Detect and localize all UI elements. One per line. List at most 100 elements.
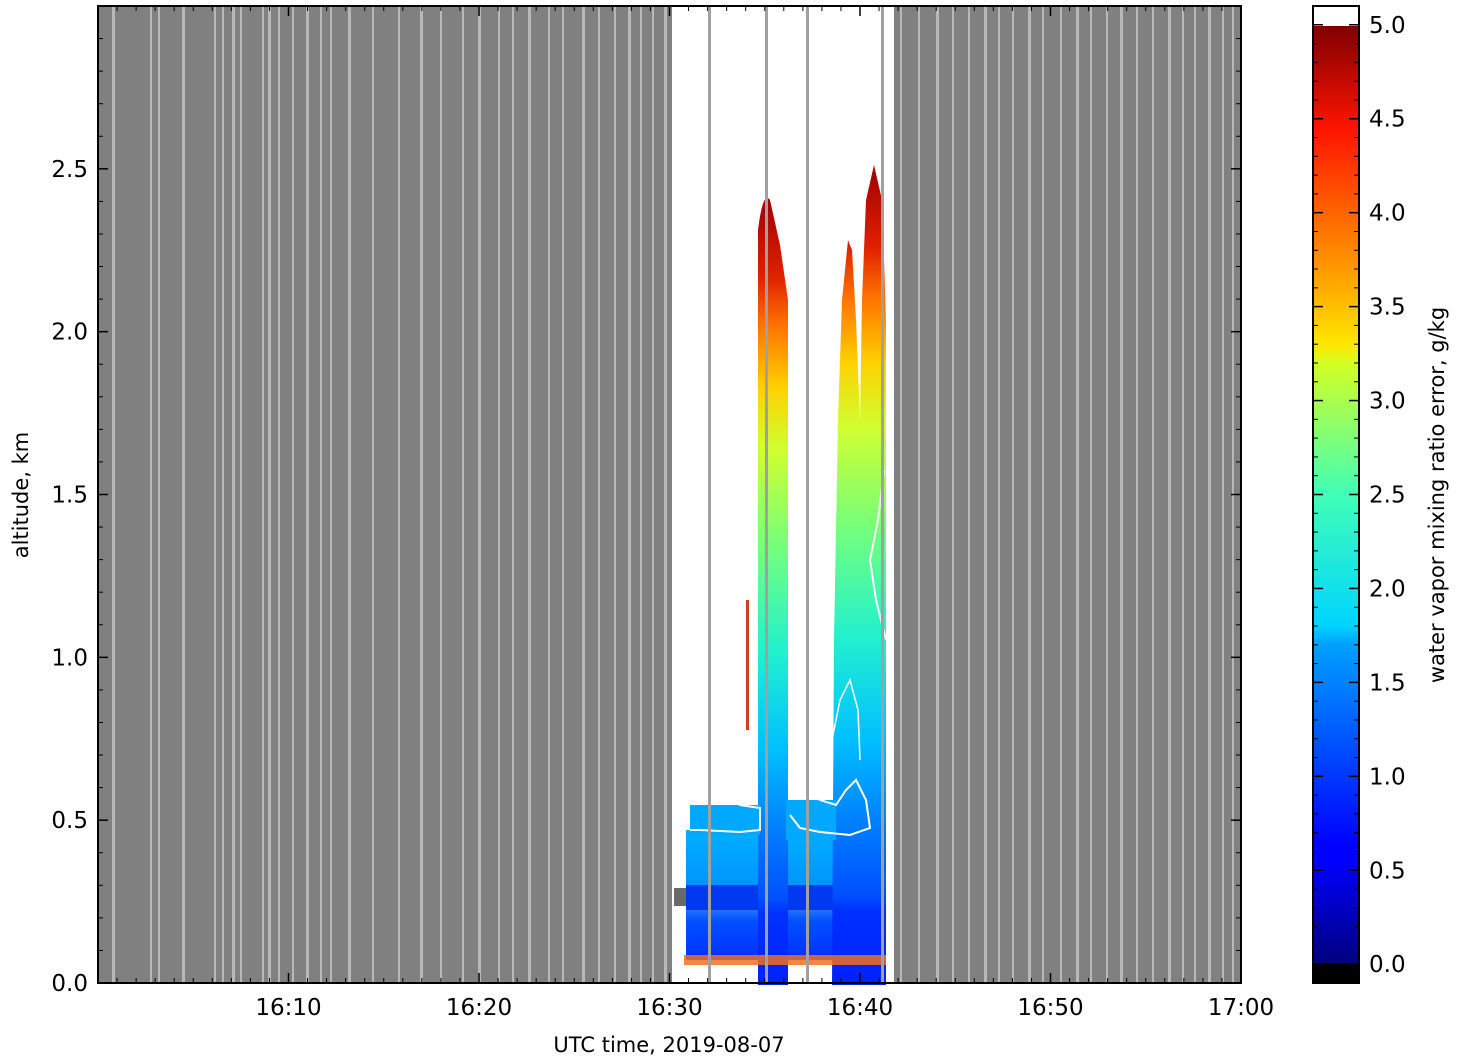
x-tick-label: 16:10 — [255, 995, 321, 1021]
y-tick-label: 2.5 — [51, 157, 88, 183]
contour-inner — [831, 677, 861, 761]
missing-profile-stripe — [306, 6, 309, 983]
isolated-red-streak — [746, 600, 749, 730]
y-axis-label: altitude, km — [9, 432, 33, 559]
missing-profile-stripe — [478, 6, 481, 983]
dark-gray-blob — [674, 888, 686, 906]
missing-profile-stripe — [320, 6, 322, 983]
missing-profile-stripe — [1076, 6, 1079, 983]
missing-profile-stripe — [1182, 6, 1184, 983]
missing-profile-stripe — [1106, 6, 1108, 983]
missing-profile-stripe — [1090, 6, 1092, 983]
missing-profile-stripe — [1208, 6, 1211, 983]
missing-profile-stripe — [652, 6, 654, 983]
x-tick-label: 16:40 — [827, 995, 893, 1021]
missing-profile-stripe — [232, 6, 235, 983]
missing-profile-stripe — [936, 6, 939, 983]
colorbar-tick-label: 3.5 — [1369, 295, 1406, 321]
missing-profile-stripe — [1152, 6, 1154, 983]
error-plume-1 — [758, 198, 788, 985]
colorbar-under — [1313, 963, 1359, 983]
missing-profile-stripe — [582, 6, 585, 983]
contour-right — [868, 469, 887, 641]
missing-profile-stripe — [112, 6, 115, 983]
missing-profile-stripe — [1222, 6, 1224, 983]
colorbar-tick-label: 0.0 — [1369, 952, 1406, 978]
missing-profile-stripe — [1136, 6, 1138, 983]
missing-profile-stripe — [1042, 6, 1044, 983]
x-tick-label: 17:00 — [1208, 995, 1274, 1021]
missing-profile-stripe — [440, 6, 442, 983]
y-axis: 0.0 0.5 1.0 1.5 2.0 2.5 — [51, 38, 1241, 997]
y-tick-label: 1.0 — [51, 645, 88, 671]
colorbar-tick-label: 1.5 — [1369, 670, 1406, 696]
y-tick-label: 0.0 — [51, 971, 88, 997]
missing-profile-stripe — [562, 6, 564, 983]
missing-profile-stripe — [268, 6, 271, 983]
colorbar-tick-label: 4.0 — [1369, 201, 1406, 227]
missing-profile-stripe — [598, 6, 600, 983]
missing-profile-stripe — [1028, 6, 1031, 983]
missing-profile-stripe — [150, 6, 152, 983]
missing-profile-stripe — [952, 6, 954, 983]
colorbar-ticks: 0.0 0.5 1.0 1.5 2.0 2.5 3.0 3.5 4.0 4.5 5.0 — [1313, 13, 1406, 978]
missing-profile-stripe — [1120, 6, 1123, 983]
colorbar-tick-label: 5.0 — [1369, 13, 1406, 39]
missing-profile-stripe — [512, 6, 514, 983]
missing-profile-stripe — [900, 6, 902, 983]
y-tick-label: 2.0 — [51, 320, 88, 346]
x-tick-label: 16:50 — [1017, 995, 1083, 1021]
missing-profile-stripe — [640, 6, 642, 983]
colorbar-tick-label: 1.0 — [1369, 764, 1406, 790]
no-data-background — [98, 6, 1241, 983]
missing-profile-stripe — [984, 6, 987, 983]
missing-profile-stripe — [292, 6, 294, 983]
x-axis: 16:10 16:20 16:30 16:40 16:50 17:00 — [116, 6, 1274, 1021]
missing-profile-stripe — [398, 6, 400, 983]
missing-profile-stripe — [998, 6, 1000, 983]
missing-profile-stripe — [1168, 6, 1171, 983]
gap-line — [806, 6, 809, 983]
gap-line — [708, 6, 711, 983]
missing-profile-stripe — [918, 6, 920, 983]
colorbar-tick-label: 4.5 — [1369, 107, 1406, 133]
colorbar-tick-label: 0.5 — [1369, 858, 1406, 884]
missing-profile-stripe — [614, 6, 616, 983]
gap-line — [881, 6, 884, 983]
colorbar: 0.0 0.5 1.0 1.5 2.0 2.5 3.0 3.5 4.0 4.5 5.0 water … — [1312, 5, 1449, 984]
missing-profile-stripe — [348, 6, 351, 983]
x-axis-label: UTC time, 2019-08-07 — [553, 1033, 784, 1057]
missing-profile-stripe — [628, 6, 631, 983]
colorbar-over — [1313, 6, 1359, 26]
missing-profile-stripe — [664, 6, 667, 983]
missing-profile-stripe — [330, 6, 332, 983]
missing-profile-stripe — [278, 6, 280, 983]
missing-profile-stripe — [1060, 6, 1062, 983]
x-tick-label: 16:20 — [446, 995, 512, 1021]
colorbar-tick-label: 3.0 — [1369, 389, 1406, 415]
missing-profile-stripe — [222, 6, 224, 983]
contour-left — [689, 733, 761, 834]
x-tick-label: 16:30 — [636, 995, 702, 1021]
missing-profile-stripe — [548, 6, 550, 983]
missing-profile-stripe — [158, 6, 160, 983]
missing-profile-stripe — [1012, 6, 1014, 983]
missing-profile-stripe — [214, 6, 216, 983]
missing-profile-stripe — [372, 6, 374, 983]
missing-profile-stripe — [462, 6, 464, 983]
colorbar-tick-label: 2.5 — [1369, 483, 1406, 509]
y-tick-label: 1.5 — [51, 483, 88, 509]
missing-profile-stripe — [528, 6, 531, 983]
missing-profile-stripe — [262, 6, 264, 983]
colorbar-tick-label: 2.0 — [1369, 576, 1406, 602]
measured-error-field — [674, 6, 887, 985]
y-tick-label: 0.5 — [51, 808, 88, 834]
error-plume-2 — [832, 165, 886, 985]
missing-profile-stripe — [968, 6, 970, 983]
missing-profile-stripe — [420, 6, 423, 983]
plot-area: 16:10 16:20 16:30 16:40 16:50 17:00 0.0 0.5 1.0… — [9, 5, 1274, 1057]
gap-line — [765, 6, 768, 983]
missing-profile-stripe — [182, 6, 185, 983]
missing-profile-stripe — [240, 6, 242, 983]
